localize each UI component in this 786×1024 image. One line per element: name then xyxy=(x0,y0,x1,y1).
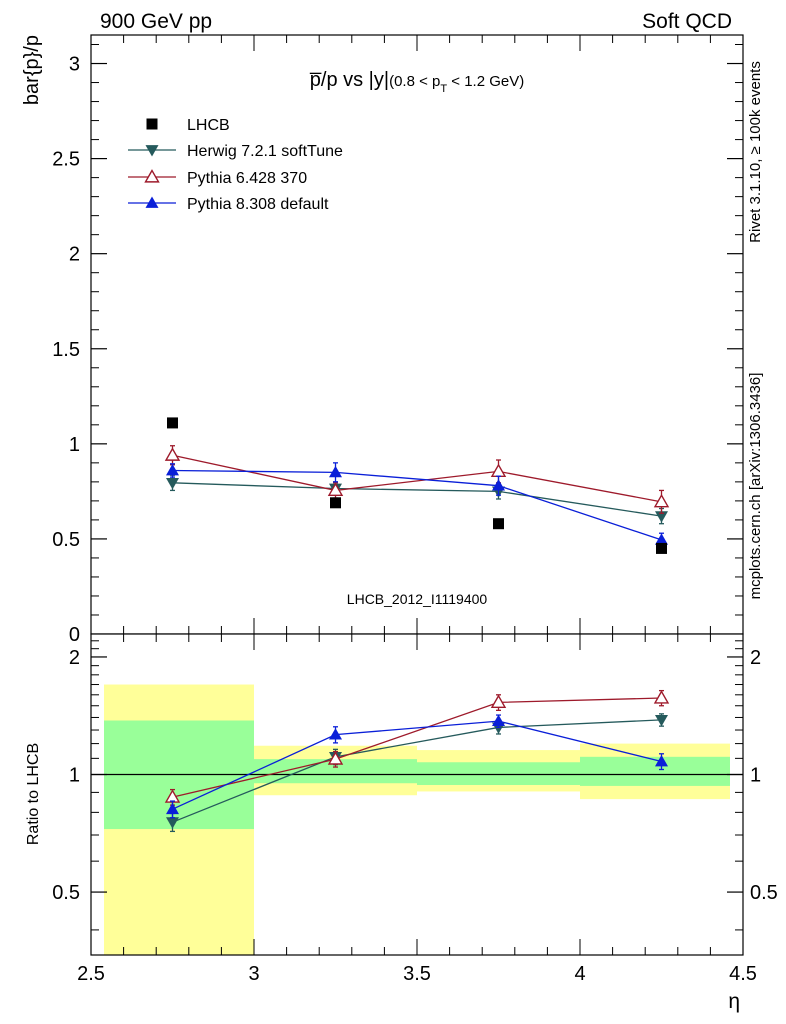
main-y-tick-label: 0 xyxy=(69,624,80,646)
ratio-y-tick-label-left: 0.5 xyxy=(52,882,80,904)
rivet-version-label: Rivet 3.1.10, ≥ 100k events xyxy=(747,61,764,243)
main-y-tick-label: 2 xyxy=(69,244,80,266)
x-axis-label: η xyxy=(728,990,740,1013)
legend: LHCB Herwig 7.2.1 softTune Pythia 6.428 37… xyxy=(128,117,343,213)
main-series-line xyxy=(172,482,662,517)
legend-label: Pythia 8.308 default xyxy=(187,196,329,213)
ratio-data-point xyxy=(166,802,179,815)
legend-item: LHCB xyxy=(146,117,230,134)
ratio-series-line xyxy=(172,720,662,810)
ratio-panel: Ratio to LHCB 0.5 0.5 1 1 2 2 2.5 3 3.5 4 4.5 η xyxy=(25,633,778,1013)
main-data-point xyxy=(655,511,668,523)
legend-label: Herwig 7.2.1 softTune xyxy=(187,143,343,160)
main-data-point xyxy=(327,482,344,497)
ratio-y-tick-label-left: 2 xyxy=(69,647,80,669)
legend-marker xyxy=(145,196,159,208)
legend-label: Pythia 6.428 370 xyxy=(187,170,307,187)
x-tick-label: 4 xyxy=(574,963,585,985)
analysis-watermark: LHCB_2012_I1119400 xyxy=(347,591,488,607)
main-plot-title: p̅/p vs |y|(0.8 < pT < 1.2 GeV) xyxy=(310,69,525,95)
ratio-y-tick-label-left: 1 xyxy=(69,765,80,787)
legend-item: Pythia 6.428 370 xyxy=(128,169,307,187)
ratio-y-tick-label-right: 1 xyxy=(750,765,761,787)
main-data-point xyxy=(656,542,667,554)
ratio-data-point xyxy=(327,751,344,765)
main-series-line xyxy=(172,469,662,541)
main-y-tick-label: 1 xyxy=(69,434,80,456)
main-data-point xyxy=(164,447,181,461)
ratio-inner-band xyxy=(580,756,730,786)
ratio-y-tick-label-right: 2 xyxy=(750,647,761,669)
ratio-y-axis-label: Ratio to LHCB xyxy=(25,743,42,845)
main-y-tick-label: 1.5 xyxy=(52,339,80,361)
main-series-0 xyxy=(167,417,667,554)
mcplots-label: mcplots.cern.ch [arXiv:1306.3436] xyxy=(747,373,764,600)
ratio-series-line xyxy=(172,697,662,798)
ratio-series-line xyxy=(172,719,662,823)
ratio-data-point xyxy=(492,714,505,727)
main-data-point xyxy=(329,465,342,478)
legend-label: LHCB xyxy=(187,117,230,134)
x-tick-label: 4.5 xyxy=(729,963,757,985)
main-y-tick-label: 0.5 xyxy=(52,529,80,551)
ratio-data-point xyxy=(655,715,668,727)
main-data-point xyxy=(653,493,670,508)
main-data-point xyxy=(167,417,178,429)
ratio-data-point xyxy=(655,754,668,767)
main-data-point xyxy=(493,518,504,530)
ratio-data-point xyxy=(329,728,342,740)
ratio-series-1 xyxy=(164,689,670,806)
legend-item: Pythia 8.308 default xyxy=(128,196,329,213)
header-right-label: Soft QCD xyxy=(642,10,732,33)
ratio-data-point xyxy=(166,817,179,829)
main-series-1 xyxy=(164,445,670,514)
ratio-series-2 xyxy=(166,714,668,819)
header-left-label: 900 GeV pp xyxy=(100,10,212,33)
main-data-point xyxy=(166,477,179,490)
main-plot-frame xyxy=(90,34,744,635)
x-tick-label: 2.5 xyxy=(77,963,105,985)
x-tick-label: 3 xyxy=(248,963,259,985)
ratio-inner-band xyxy=(417,762,580,786)
main-y-axis-label: bar{p}/p xyxy=(21,35,43,105)
main-data-point xyxy=(492,479,505,491)
legend-item: Herwig 7.2.1 softTune xyxy=(128,143,343,160)
main-y-tick-label: 2.5 xyxy=(52,149,80,171)
legend-marker xyxy=(145,145,159,157)
main-data-point xyxy=(655,533,668,545)
x-tick-label: 3.5 xyxy=(403,963,431,985)
main-panel: p̅/p vs |y|(0.8 < pT < 1.2 GeV) bar{p}/p 0… xyxy=(21,34,744,646)
legend-marker xyxy=(144,169,160,183)
main-y-tick-label: 3 xyxy=(69,54,80,76)
main-data-point xyxy=(330,497,341,509)
ratio-y-tick-label-right: 0.5 xyxy=(750,882,778,904)
main-series-2 xyxy=(166,462,668,548)
legend-marker xyxy=(146,118,158,130)
main-data-point xyxy=(166,463,179,476)
main-series-line xyxy=(172,454,662,503)
ratio-data-point xyxy=(490,694,507,708)
ratio-data-point xyxy=(653,690,670,704)
